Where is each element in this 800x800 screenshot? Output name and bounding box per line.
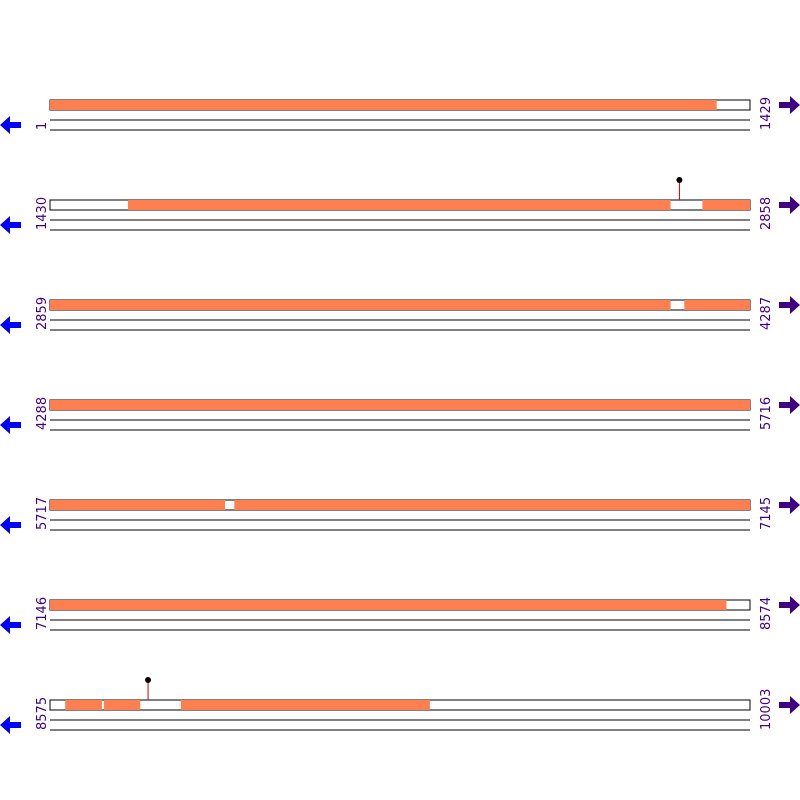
right-arrow[interactable] [779,496,800,514]
left-arrow[interactable] [0,516,21,534]
start-label: 5717 [35,497,50,530]
end-label: 10003 [759,689,774,730]
right-arrow[interactable] [779,296,800,314]
start-label: 4288 [35,397,50,430]
right-arrow[interactable] [779,396,800,414]
left-arrow[interactable] [0,716,21,734]
end-label: 1429 [759,97,774,130]
start-label: 8575 [35,697,50,730]
feature [50,400,750,410]
feature [702,200,750,210]
feature [50,500,225,510]
right-arrow[interactable] [779,196,800,214]
feature [50,100,717,110]
left-arrow[interactable] [0,216,21,234]
feature [65,700,102,710]
feature [180,700,430,710]
end-label: 5716 [759,397,774,430]
left-arrow[interactable] [0,316,21,334]
start-label: 7146 [35,597,50,630]
end-label: 2858 [759,197,774,230]
feature [127,200,671,210]
right-arrow[interactable] [779,696,800,714]
feature [50,300,671,310]
pin-head [676,177,683,183]
right-arrow[interactable] [779,96,800,114]
right-arrow[interactable] [779,596,800,614]
feature [684,300,750,310]
pin-head [145,677,152,683]
left-arrow[interactable] [0,416,21,434]
end-label: 4287 [759,297,774,330]
left-arrow[interactable] [0,616,21,634]
feature [50,600,727,610]
feature [234,500,750,510]
start-label: 2859 [35,297,50,330]
left-arrow[interactable] [0,116,21,134]
end-label: 7145 [759,497,774,530]
end-label: 8574 [759,597,774,630]
start-label: 1430 [35,197,50,230]
feature [103,700,141,710]
start-label: 1 [35,122,50,130]
